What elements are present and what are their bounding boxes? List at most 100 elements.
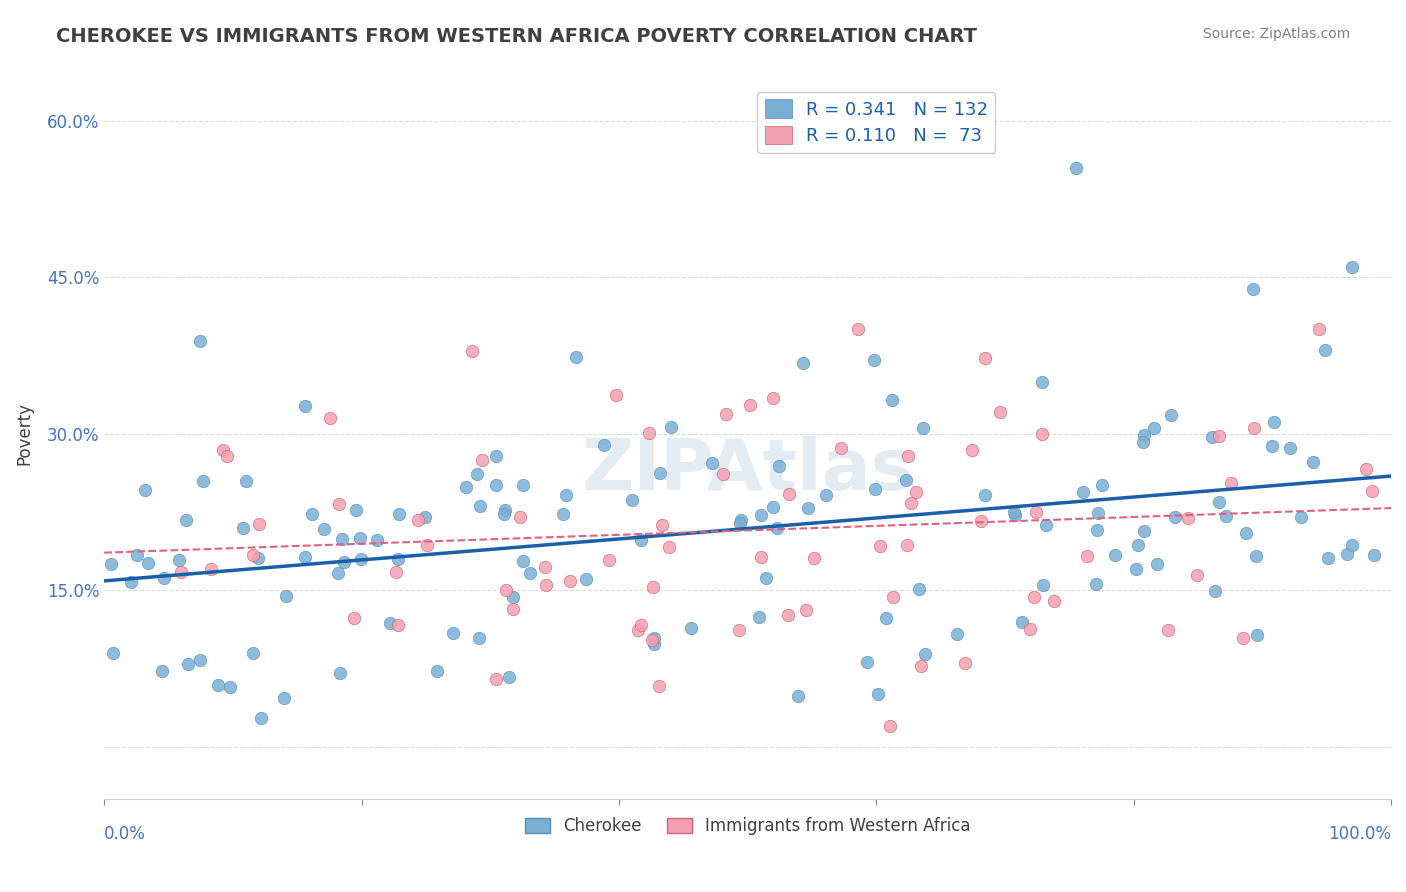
Point bbox=[350, 552, 373, 566]
Point bbox=[174, 512, 197, 526]
Point bbox=[1234, 526, 1257, 541]
Point bbox=[973, 488, 995, 502]
Point bbox=[641, 632, 664, 647]
Point bbox=[498, 670, 520, 684]
Point bbox=[1032, 578, 1054, 592]
Point bbox=[273, 691, 295, 706]
Point bbox=[343, 611, 366, 625]
Point bbox=[502, 601, 524, 615]
Point bbox=[659, 419, 682, 434]
Point bbox=[945, 627, 967, 641]
Point bbox=[792, 356, 814, 370]
Point bbox=[846, 322, 869, 336]
Point bbox=[882, 591, 904, 605]
Point bbox=[863, 482, 886, 496]
Point bbox=[637, 426, 659, 441]
Point bbox=[1201, 429, 1223, 443]
Point bbox=[866, 687, 889, 701]
Point bbox=[593, 438, 616, 452]
Point bbox=[1071, 485, 1094, 500]
Point bbox=[1246, 628, 1268, 642]
Point bbox=[125, 548, 148, 562]
Point bbox=[1035, 517, 1057, 532]
Point bbox=[388, 508, 411, 522]
Point bbox=[651, 518, 673, 533]
Point bbox=[1232, 632, 1254, 646]
Point bbox=[274, 589, 297, 603]
Point bbox=[461, 343, 484, 358]
Point bbox=[387, 618, 409, 632]
Point bbox=[494, 507, 516, 521]
Point bbox=[896, 473, 918, 487]
Point bbox=[470, 499, 492, 513]
Point bbox=[415, 538, 437, 552]
Point bbox=[1204, 583, 1226, 598]
Point bbox=[962, 443, 984, 458]
Point bbox=[1341, 260, 1364, 275]
Point bbox=[900, 496, 922, 510]
Point bbox=[766, 521, 789, 535]
Point bbox=[509, 510, 531, 524]
Point bbox=[1315, 343, 1337, 358]
Point bbox=[1025, 505, 1047, 519]
Point bbox=[346, 503, 368, 517]
Point bbox=[235, 475, 257, 489]
Point bbox=[406, 513, 429, 527]
Text: 100.0%: 100.0% bbox=[1329, 825, 1391, 843]
Point bbox=[152, 664, 174, 678]
Point bbox=[728, 516, 751, 530]
Point bbox=[630, 617, 652, 632]
Point bbox=[1087, 506, 1109, 520]
Point bbox=[1019, 623, 1042, 637]
Point bbox=[534, 577, 557, 591]
Point bbox=[366, 533, 388, 547]
Point bbox=[1004, 508, 1026, 523]
Point bbox=[1011, 615, 1033, 630]
Point bbox=[796, 501, 818, 516]
Point bbox=[1085, 577, 1108, 591]
Point bbox=[738, 398, 761, 412]
Point bbox=[1125, 562, 1147, 576]
Point bbox=[319, 411, 342, 425]
Point bbox=[138, 556, 160, 570]
Point bbox=[242, 548, 264, 562]
Point bbox=[564, 350, 586, 364]
Point bbox=[1208, 495, 1230, 509]
Point bbox=[1002, 505, 1025, 519]
Point bbox=[912, 420, 935, 434]
Point bbox=[1128, 539, 1150, 553]
Point bbox=[755, 571, 778, 585]
Point bbox=[751, 508, 773, 523]
Point bbox=[200, 562, 222, 576]
Point bbox=[658, 541, 681, 555]
Point bbox=[512, 478, 534, 492]
Point bbox=[714, 408, 737, 422]
Point bbox=[1261, 439, 1284, 453]
Point bbox=[512, 554, 534, 568]
Point bbox=[232, 521, 254, 535]
Point bbox=[1243, 421, 1265, 435]
Point bbox=[1308, 322, 1330, 336]
Point bbox=[1336, 547, 1358, 561]
Point bbox=[627, 623, 650, 637]
Point bbox=[1156, 623, 1178, 637]
Point bbox=[1133, 524, 1156, 538]
Point bbox=[193, 474, 215, 488]
Point bbox=[330, 532, 353, 546]
Point bbox=[484, 672, 506, 686]
Point bbox=[1279, 441, 1302, 455]
Point bbox=[100, 558, 122, 572]
Point bbox=[830, 441, 852, 455]
Text: Source: ZipAtlas.com: Source: ZipAtlas.com bbox=[1202, 27, 1350, 41]
Point bbox=[643, 632, 665, 646]
Point bbox=[378, 615, 401, 630]
Point bbox=[647, 679, 669, 693]
Point bbox=[1215, 509, 1237, 524]
Point bbox=[485, 477, 508, 491]
Point bbox=[328, 566, 350, 580]
Point bbox=[167, 553, 190, 567]
Point bbox=[1132, 434, 1154, 449]
Y-axis label: Poverty: Poverty bbox=[15, 402, 32, 465]
Point bbox=[815, 488, 838, 502]
Point bbox=[1219, 475, 1241, 490]
